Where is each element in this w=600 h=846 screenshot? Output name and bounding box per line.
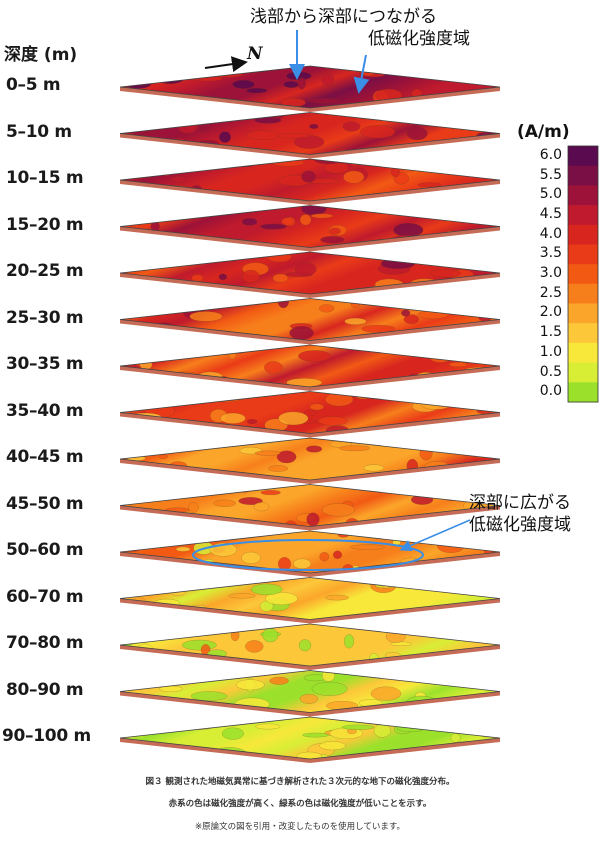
depth-label: 35–40 m xyxy=(6,400,84,421)
low-magnetization-highlight xyxy=(192,539,424,571)
colorbar-tick-label: 3.5 xyxy=(539,245,562,262)
colorbar-swatch xyxy=(568,146,598,167)
layer-slab-10 xyxy=(119,484,501,531)
colorbar-swatch xyxy=(568,342,598,364)
colorbar-swatch xyxy=(568,283,598,304)
colorbar-tick-label: 2.5 xyxy=(539,284,562,301)
colorbar-tick-label: 0.0 xyxy=(539,383,562,400)
caption-line-1: 図３ 観測された地磁気異常に基づき解析された３次元的な地下の磁化強度分布。 xyxy=(145,777,455,787)
depth-axis-title: 深度 (m) xyxy=(4,45,78,65)
layer-slab-15 xyxy=(119,716,501,763)
colorbar-swatch xyxy=(568,362,598,383)
colorbar-swatch xyxy=(568,185,598,206)
layer-slab-7 xyxy=(119,344,501,391)
colorbar-swatch xyxy=(568,165,598,186)
colorbar-tick-label: 1.5 xyxy=(539,324,562,341)
north-arrow xyxy=(204,56,248,73)
colorbar-swatch xyxy=(568,382,598,403)
colorbar-tick-label: 0.5 xyxy=(539,363,562,380)
depth-label: 30–35 m xyxy=(6,354,84,374)
annotation-arrow-3 xyxy=(399,519,471,552)
depth-label: 60–70 m xyxy=(6,586,84,607)
colorbar-tick-label: 1.0 xyxy=(539,343,562,360)
layer-slab-4 xyxy=(119,205,501,252)
depth-label: 45–50 m xyxy=(6,493,84,514)
north-label: N xyxy=(247,44,263,64)
colorbar xyxy=(567,145,599,403)
layer-slab-14 xyxy=(119,670,501,717)
layer-slab-13 xyxy=(119,623,501,670)
colorbar-swatch xyxy=(568,205,598,226)
colorbar-tick-label: 4.5 xyxy=(539,205,562,222)
annotation-mid-line-2: 低磁化強度域 xyxy=(469,515,571,535)
colorbar-swatch xyxy=(568,303,598,324)
annotation-arrow-2 xyxy=(353,54,370,94)
layer-slab-12 xyxy=(119,577,501,624)
layer-slab-9 xyxy=(119,437,501,484)
annotation-top-line-2: 低磁化強度域 xyxy=(368,29,470,49)
depth-label: 50–60 m xyxy=(6,540,84,560)
layer-slab-5 xyxy=(119,251,501,298)
annotation-mid: 深部に広がる 低磁化強度域 xyxy=(440,492,600,536)
depth-label: 70–80 m xyxy=(6,633,84,653)
layer-slab-3 xyxy=(119,158,501,205)
colorbar-tick-label: 6.0 xyxy=(539,146,562,163)
layer-slab-8 xyxy=(119,391,501,438)
depth-label: 80–90 m xyxy=(6,679,84,700)
depth-label: 25–30 m xyxy=(6,307,84,328)
depth-label: 10–15 m xyxy=(6,168,84,188)
depth-label: 5–10 m xyxy=(6,121,72,142)
annotation-top: 浅部から深部につながる 低磁化強度域 xyxy=(250,6,510,50)
colorbar-swatch xyxy=(568,244,598,265)
caption-line-2: 赤系の色は磁化強度が高く、緑系の色は磁化強度が低いことを示す。 xyxy=(168,799,432,809)
depth-label: 0–5 m xyxy=(6,75,61,95)
layer-slab-2 xyxy=(119,112,501,159)
annotation-top-line-1: 浅部から深部につながる xyxy=(250,7,437,27)
depth-label: 90–100 m xyxy=(2,726,91,746)
colorbar-tick-label: 2.0 xyxy=(539,304,562,321)
annotation-mid-line-1: 深部に広がる xyxy=(469,493,571,513)
colorbar-tick-label: 5.5 xyxy=(539,166,562,183)
colorbar-swatch xyxy=(568,323,598,344)
colorbar-unit: (A/m) xyxy=(517,122,570,142)
layer-slab-6 xyxy=(119,298,501,345)
colorbar-tick-label: 3.0 xyxy=(539,265,562,281)
colorbar-tick-label: 4.0 xyxy=(539,225,562,242)
depth-label: 20–25 m xyxy=(6,261,84,281)
depth-label: 15–20 m xyxy=(6,214,84,235)
colorbar-swatch xyxy=(568,224,598,245)
caption-line-3: ※原論文の図を引用・改変したものを使用しています。 xyxy=(194,822,406,832)
layer-slab-1 xyxy=(119,65,501,112)
colorbar-tick-label: 5.0 xyxy=(539,186,562,203)
depth-label: 40–45 m xyxy=(6,447,84,467)
colorbar-swatch xyxy=(568,264,598,285)
